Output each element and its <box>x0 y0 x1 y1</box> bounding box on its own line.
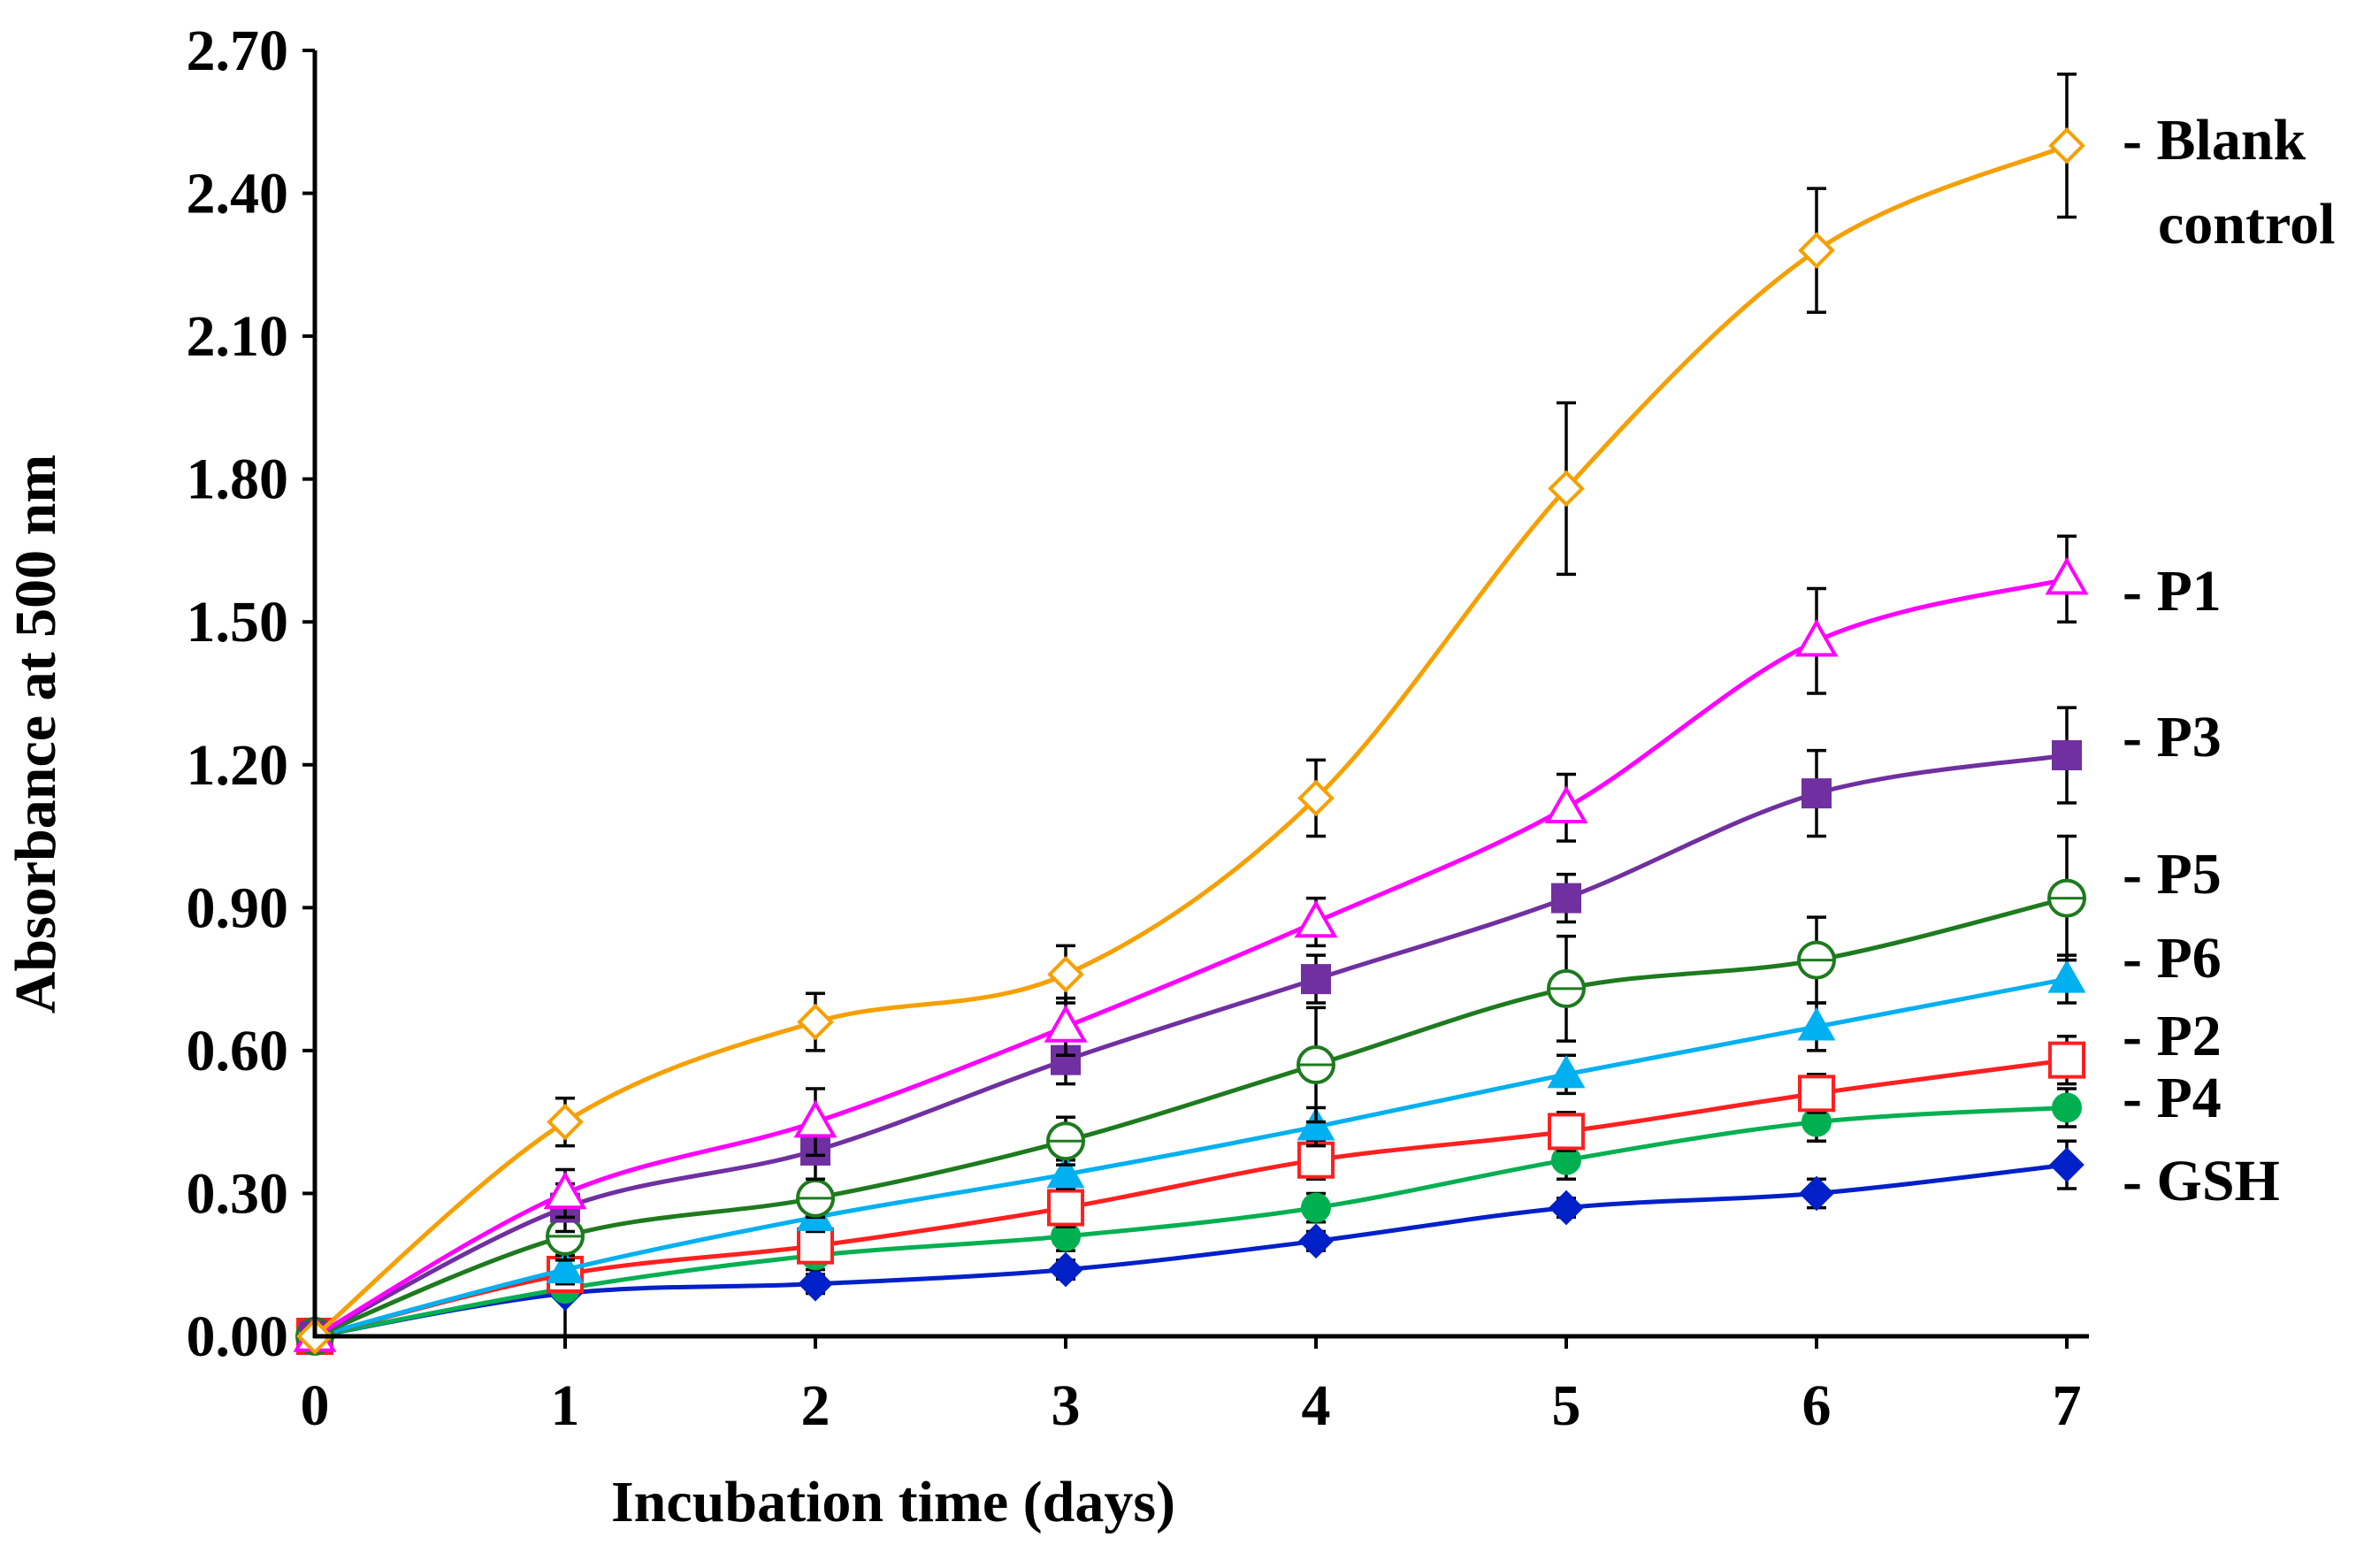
series-line <box>314 1162 2068 1339</box>
series-label-p4: - P4 <box>2123 1066 2222 1130</box>
y-tick-label: 2.40 <box>187 162 289 226</box>
data-point-marker <box>1798 1075 1835 1113</box>
data-point-marker <box>2048 126 2085 164</box>
data-point-marker <box>1047 955 1084 993</box>
data-point-marker <box>1548 1113 1585 1151</box>
series-line <box>314 1105 2068 1339</box>
y-tick-label: 0.00 <box>187 1304 289 1369</box>
series-line <box>314 976 2068 1339</box>
x-tick-label: 5 <box>1552 1373 1581 1438</box>
series-label-blank-control: - Blank <box>2123 108 2306 172</box>
y-tick-label: 1.20 <box>187 733 289 798</box>
series-label-p6: - P6 <box>2123 926 2222 991</box>
y-tick-label: 2.70 <box>187 19 289 83</box>
data-point-marker <box>793 1099 838 1138</box>
series-line <box>313 753 2068 1339</box>
data-point-marker <box>2048 1041 2085 1079</box>
data-point-marker <box>1798 232 1835 270</box>
data-point-marker <box>797 1003 834 1041</box>
series-line <box>313 577 2068 1339</box>
series-label-blank-control: control <box>2158 192 2335 256</box>
data-point-marker <box>1048 1251 1083 1288</box>
series-line <box>313 143 2068 1338</box>
data-point-marker <box>1044 1004 1088 1043</box>
series-layer <box>293 73 2089 1356</box>
x-tick-label: 0 <box>301 1373 330 1438</box>
data-point-marker <box>1547 1054 1586 1089</box>
series-label-p2: - P2 <box>2123 1004 2222 1068</box>
data-point-marker <box>1801 778 1832 809</box>
data-point-marker <box>1794 618 1839 657</box>
data-point-marker <box>1549 1189 1584 1226</box>
data-point-marker <box>1551 883 1581 914</box>
data-point-marker <box>546 1250 585 1284</box>
series-label-p1: - P1 <box>2123 559 2222 623</box>
x-axis-ticks: 0 1 2 3 4 5 6 7 <box>301 1336 2082 1438</box>
data-point-marker <box>1548 470 1585 508</box>
x-axis-title: Incubation time (days) <box>611 1470 1175 1534</box>
y-tick-label: 1.50 <box>187 590 289 654</box>
data-point-marker <box>797 1227 834 1265</box>
data-point-marker <box>798 1266 833 1302</box>
data-point-marker <box>543 1171 587 1210</box>
series-p2 <box>296 1034 2085 1355</box>
data-point-marker <box>1301 964 1331 995</box>
x-tick-label: 7 <box>2053 1373 2082 1438</box>
x-tick-label: 3 <box>1052 1373 1081 1438</box>
y-axis-ticks: 0.00 0.30 0.60 0.90 1.20 1.50 1.80 2.10 2.40 2.70 <box>187 19 315 1369</box>
x-tick-label: 2 <box>801 1373 830 1438</box>
series-blank-control <box>296 73 2085 1355</box>
y-tick-label: 1.80 <box>187 447 289 512</box>
data-point-marker <box>1301 1192 1331 1223</box>
x-tick-label: 1 <box>551 1373 580 1438</box>
data-point-marker <box>2052 1092 2082 1123</box>
data-point-marker <box>1298 1223 1334 1259</box>
data-point-marker <box>1046 1154 1085 1189</box>
data-point-marker <box>2045 556 2089 595</box>
series-label-gsh: - GSH <box>2123 1149 2280 1213</box>
series-line <box>314 1058 2068 1339</box>
data-point-marker <box>1797 1006 1836 1041</box>
x-tick-label: 4 <box>1302 1373 1331 1438</box>
series-line <box>314 896 2068 1339</box>
data-point-marker <box>1297 1141 1335 1179</box>
data-point-marker <box>1297 779 1335 817</box>
y-tick-label: 0.60 <box>187 1019 289 1083</box>
y-tick-label: 0.30 <box>187 1161 289 1226</box>
x-tick-label: 6 <box>1802 1373 1832 1438</box>
data-point-marker <box>1799 1175 1834 1212</box>
data-point-marker <box>2052 740 2082 771</box>
series-labels: - Blank control - P1 - P3 - P5 - P6 - P2- P4 - … <box>2123 108 2335 1213</box>
data-point-marker <box>1297 1107 1335 1141</box>
data-point-marker <box>1047 1189 1084 1227</box>
y-tick-label: 2.10 <box>187 304 289 369</box>
series-label-p5: - P5 <box>2123 842 2222 906</box>
data-point-marker <box>547 1103 584 1141</box>
data-point-marker <box>2047 960 2086 993</box>
data-point-marker <box>1294 899 1338 938</box>
y-tick-label: 0.90 <box>187 876 289 940</box>
series-label-p3: - P3 <box>2123 705 2222 769</box>
data-point-marker <box>2049 1147 2084 1182</box>
y-axis-title: Absorbance at 500 nm <box>4 455 68 1014</box>
data-point-marker <box>1544 785 1588 823</box>
